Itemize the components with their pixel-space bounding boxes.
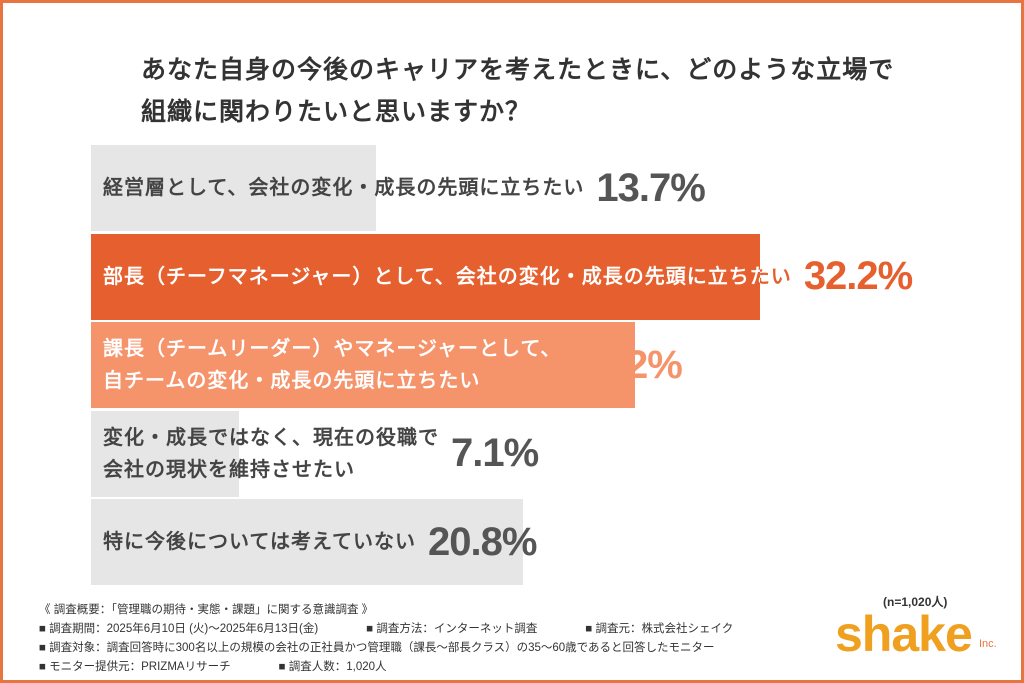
note-item: ■ 調査元：株式会社シェイク [585, 623, 734, 635]
value-label: 20.8% [428, 519, 537, 564]
value-label: 7.1% [451, 431, 539, 475]
category-label: 課長（チームリーダー）やマネージャーとして、 自チームの変化・成長の先頭に立ちた… [103, 333, 561, 397]
value-label: 26.2% [573, 342, 682, 387]
category-label: 部長（チーフマネージャー）として、会社の変化・成長の先頭に立ちたい [103, 261, 792, 293]
bar-row: 課長（チームリーダー）やマネージャーとして、 自チームの変化・成長の先頭に立ちた… [103, 322, 683, 408]
bar-row: 部長（チーフマネージャー）として、会社の変化・成長の先頭に立ちたい 32.2% [103, 234, 913, 320]
bar [91, 233, 761, 320]
bar-row: 変化・成長ではなく、現在の役職で 会社の現状を維持させたい 7.1% [103, 411, 539, 497]
survey-notes: 《 調査概要：「管理職の期待・実態・課題」に関する意識調査 》 ■ 調査期間：20… [39, 601, 781, 677]
note-item: ■ 調査期間：2025年6月10日 (火)～2025年6月13日(金) [39, 623, 319, 635]
bar [91, 410, 239, 497]
sample-size: (n=1,020人) [883, 595, 948, 609]
bar [91, 145, 376, 231]
category-label: 変化・成長ではなく、現在の役職で 会社の現状を維持させたい [103, 422, 439, 486]
note-line: ■ モニター提供元：PRIZMAリサーチ ■ 調査人数：1,020人 [39, 658, 781, 677]
bar-row: 経営層として、会社の変化・成長の先頭に立ちたい 13.7% [103, 145, 706, 231]
note-item: ■ モニター提供元：PRIZMAリサーチ [39, 661, 231, 673]
note-line: 《 調査概要：「管理職の期待・実態・課題」に関する意識調査 》 [39, 604, 374, 616]
note-line: ■ 調査期間：2025年6月10日 (火)～2025年6月13日(金) ■ 調査方… [39, 620, 781, 639]
category-label: 特に今後については考えていない [103, 526, 416, 558]
value-label: 32.2% [803, 254, 913, 298]
note-item: ■ 調査方法：インターネット調査 [366, 623, 538, 635]
bar [91, 499, 524, 585]
logo: shake [835, 606, 973, 662]
bar [91, 322, 636, 408]
bar-row: 特に今後については考えていない 20.8% [103, 499, 537, 585]
logo-suffix: Inc. [979, 638, 997, 650]
note-item: ■ 調査人数：1,020人 [278, 661, 387, 673]
category-label: 経営層として、会社の変化・成長の先頭に立ちたい [103, 172, 584, 204]
chart-title: あなた自身の今後のキャリアを考えたときに、どのような立場で 組織に関わりたいと思… [141, 56, 895, 126]
note-line: ■ 調査対象：調査回答時に300名以上の規模の会社の正社員かつ管理職（課長～部長… [39, 642, 715, 654]
value-label: 13.7% [596, 165, 705, 210]
